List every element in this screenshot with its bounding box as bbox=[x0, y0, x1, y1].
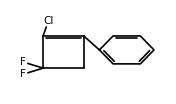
Text: Cl: Cl bbox=[43, 16, 54, 26]
Text: F: F bbox=[20, 57, 26, 67]
Text: F: F bbox=[20, 69, 26, 79]
